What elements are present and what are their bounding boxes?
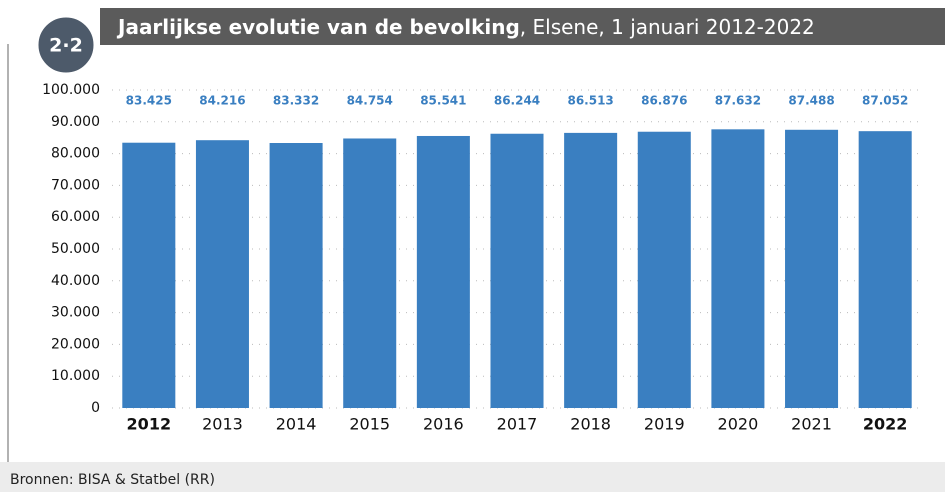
bar bbox=[416, 135, 470, 408]
bar bbox=[637, 131, 691, 408]
value-label: 84.754 bbox=[347, 94, 393, 108]
bar bbox=[858, 131, 912, 409]
x-tick-label: 2019 bbox=[644, 415, 685, 434]
y-tick-label: 60.000 bbox=[51, 209, 100, 225]
bar bbox=[785, 129, 839, 409]
value-label: 87.632 bbox=[715, 94, 761, 108]
x-tick-label: 2017 bbox=[497, 415, 538, 434]
footer-text: Bronnen: BISA & Statbel (RR) bbox=[10, 472, 215, 488]
title: Jaarlijkse evolutie van de bevolking bbox=[116, 15, 520, 39]
header-bar bbox=[100, 8, 945, 45]
bar bbox=[564, 132, 618, 408]
x-tick-label: 2012 bbox=[127, 415, 172, 434]
value-label: 87.488 bbox=[788, 94, 834, 108]
y-tick-label: 0 bbox=[91, 400, 100, 416]
value-label: 83.332 bbox=[273, 94, 319, 108]
subtitle: , Elsene, 1 januari 2012-2022 bbox=[520, 15, 815, 39]
y-tick-label: 10.000 bbox=[51, 368, 100, 384]
x-tick-label: 2021 bbox=[791, 415, 832, 434]
chart-title: Jaarlijkse evolutie van de bevolking, El… bbox=[116, 15, 815, 39]
value-label: 86.244 bbox=[494, 94, 540, 108]
x-tick-label: 2020 bbox=[718, 415, 759, 434]
bar bbox=[711, 129, 765, 408]
bar bbox=[122, 142, 176, 408]
bar bbox=[269, 143, 323, 408]
y-tick-label: 40.000 bbox=[51, 273, 100, 289]
value-label: 84.216 bbox=[199, 94, 245, 108]
bar bbox=[343, 138, 397, 408]
y-tick-label: 90.000 bbox=[51, 114, 100, 130]
badge-label: 2·2 bbox=[49, 35, 83, 57]
value-label: 85.541 bbox=[420, 94, 466, 108]
x-tick-label: 2018 bbox=[570, 415, 611, 434]
x-tick-label: 2016 bbox=[423, 415, 464, 434]
y-tick-label: 50.000 bbox=[51, 241, 100, 257]
value-label: 83.425 bbox=[126, 94, 172, 108]
x-tick-label: 2015 bbox=[349, 415, 390, 434]
footer-band bbox=[0, 462, 945, 492]
value-label: 87.052 bbox=[862, 94, 908, 108]
value-label: 86.513 bbox=[567, 94, 613, 108]
y-tick-label: 80.000 bbox=[51, 146, 100, 162]
y-tick-label: 100.000 bbox=[42, 82, 100, 98]
x-tick-label: 2013 bbox=[202, 415, 243, 434]
x-tick-label: 2022 bbox=[863, 415, 908, 434]
badge bbox=[35, 14, 97, 76]
x-tick-label: 2014 bbox=[276, 415, 317, 434]
bar bbox=[195, 140, 249, 408]
y-tick-label: 20.000 bbox=[51, 336, 100, 352]
value-label: 86.876 bbox=[641, 94, 687, 108]
y-tick-label: 70.000 bbox=[51, 177, 100, 193]
y-tick-label: 30.000 bbox=[51, 305, 100, 321]
bar bbox=[490, 133, 544, 408]
